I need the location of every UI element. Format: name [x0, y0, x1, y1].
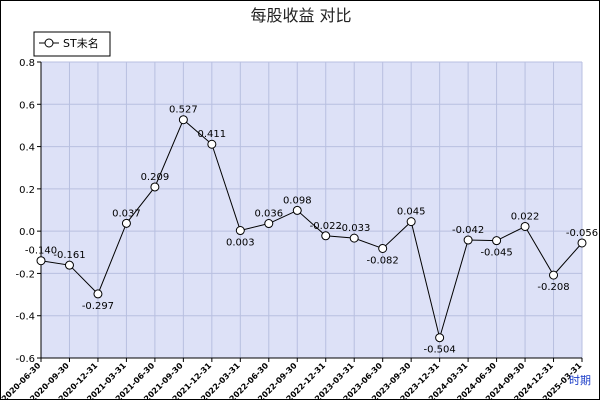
data-point-marker [36, 256, 46, 266]
data-label: 0.209 [141, 172, 170, 183]
data-point-marker [463, 235, 473, 245]
y-tick-label: 0.6 [19, 100, 35, 111]
data-point-marker [349, 233, 359, 243]
data-label: 0.022 [511, 211, 540, 222]
data-point-marker [207, 139, 217, 149]
chart-title: 每股收益 对比 [250, 6, 351, 25]
data-label: 0.411 [198, 129, 227, 140]
y-tick-label: -0.6 [15, 354, 35, 365]
data-point-marker [520, 221, 530, 231]
data-point-marker [549, 270, 559, 280]
data-label: -0.022 [310, 221, 342, 232]
legend-label: ST未名 [63, 36, 99, 50]
data-labels: -0.140-0.161 -0.297 0.037 0.209 0.527 0.411 0.… [25, 105, 598, 356]
data-point-marker [150, 182, 160, 192]
data-label: -0.161 [53, 250, 85, 261]
data-point-marker [93, 289, 103, 299]
data-point-marker [178, 115, 188, 125]
data-point-marker [321, 231, 331, 241]
legend: ST未名 [33, 31, 111, 57]
data-label: -0.297 [82, 301, 114, 312]
data-label: 0.036 [254, 209, 283, 220]
data-label: -0.140 [25, 246, 57, 257]
data-label: 0.037 [112, 208, 141, 219]
data-label: -0.208 [537, 282, 569, 293]
data-label: -0.042 [452, 225, 484, 236]
data-point-marker [235, 226, 245, 236]
data-point-marker [64, 260, 74, 270]
period-label[interactable]: 时期 [569, 374, 591, 387]
plot-area [41, 62, 582, 358]
data-point-marker [292, 205, 302, 215]
data-label: 0.003 [226, 238, 255, 249]
data-label: 0.098 [283, 195, 312, 206]
data-point-marker [378, 243, 388, 253]
series-layer [36, 115, 587, 343]
y-tick-label: -0.2 [15, 269, 35, 280]
data-label: -0.056 [566, 228, 598, 239]
data-label: -0.033 [338, 223, 370, 234]
data-point-marker [264, 219, 274, 229]
legend-marker-icon [44, 38, 54, 48]
data-point-marker [577, 238, 587, 248]
data-label: -0.045 [480, 248, 512, 259]
data-label: -0.504 [424, 345, 456, 356]
data-label: -0.082 [367, 255, 399, 266]
series-line [40, 118, 583, 340]
y-tick-label: 0.8 [19, 58, 35, 69]
data-point-marker [435, 333, 445, 343]
y-tick-label: 0.4 [19, 143, 35, 154]
data-label: 0.527 [169, 105, 198, 116]
y-tick-label: 0.0 [19, 227, 35, 238]
data-label: 0.045 [397, 207, 426, 218]
data-point-marker [406, 217, 416, 227]
data-point-marker [492, 236, 502, 246]
y-tick-label: -0.4 [15, 312, 35, 323]
y-tick-label: 0.2 [19, 185, 35, 196]
data-point-marker [121, 218, 131, 228]
